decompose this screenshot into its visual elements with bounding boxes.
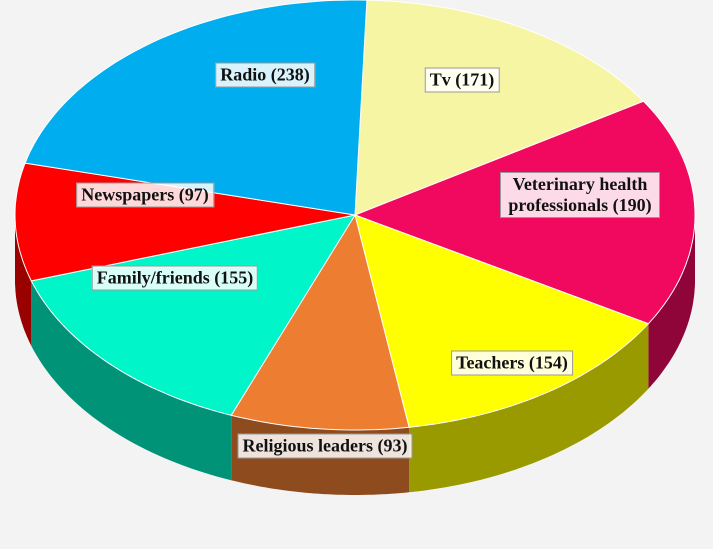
pie-side — [31, 280, 232, 481]
pie-side — [648, 215, 695, 389]
pie-side — [15, 215, 32, 346]
slice-label: Religious leaders (93) — [237, 433, 413, 459]
slice-label: Teachers (154) — [451, 350, 573, 376]
slice-label: Tv (171) — [424, 67, 500, 93]
slice-label: Family/friends (155) — [91, 265, 259, 291]
pie-side — [409, 323, 649, 493]
pie-slice — [354, 0, 645, 216]
pie-slice — [24, 0, 368, 216]
pie-slice — [230, 213, 410, 431]
pie-slice — [354, 214, 650, 428]
slice-label: Radio (238) — [215, 62, 315, 88]
slice-label: Newspapers (97) — [76, 182, 214, 208]
slice-label: Veterinary health professionals (190) — [500, 172, 660, 218]
pie-slice — [30, 214, 357, 416]
